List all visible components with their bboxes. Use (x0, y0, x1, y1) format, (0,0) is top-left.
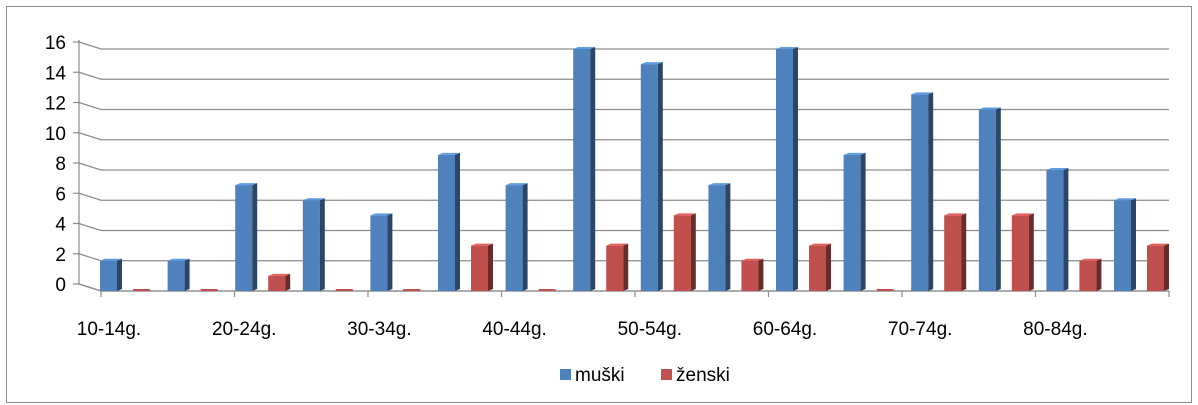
bar-muski (505, 183, 528, 291)
gridline (78, 41, 1169, 50)
y-tick-labels: 0 2 4 6 8 10 12 14 16 (45, 33, 67, 296)
bar-zenski (335, 289, 353, 291)
x-tick-label: 80-84g. (1023, 319, 1087, 340)
bar-zenski (1079, 258, 1102, 291)
gridline (78, 162, 1169, 171)
y-tick-label: 10 (45, 124, 66, 145)
y-tick-label: 14 (45, 63, 67, 84)
bar-zenski (944, 213, 967, 291)
y-tick-label: 2 (55, 245, 66, 266)
bar-zenski (268, 273, 291, 291)
bar-muski (573, 47, 596, 291)
x-tick-label: 10-14g. (77, 319, 141, 340)
bar-muski (911, 92, 934, 291)
gridline (78, 192, 1169, 201)
bar-zenski (606, 243, 629, 291)
x-tick-label: 20-24g. (212, 319, 276, 340)
bar-muski (302, 198, 325, 291)
bar-zenski (673, 213, 696, 291)
bar-muski (640, 62, 663, 291)
legend-swatch-muski (560, 369, 571, 380)
bar-muski (843, 152, 866, 291)
bar-zenski (133, 289, 150, 291)
bar-zenski (200, 289, 218, 291)
bar-muski (370, 213, 393, 291)
y-tick-label: 6 (55, 184, 66, 205)
y-tick-label: 12 (45, 94, 66, 115)
bar-zenski (538, 289, 556, 291)
y-tick-label: 16 (45, 33, 66, 54)
bar-zenski (471, 243, 493, 291)
legend-swatch-zenski (661, 369, 672, 380)
bar-muski (438, 152, 460, 291)
x-tick-label: 50-54g. (618, 319, 682, 340)
bar-zenski (809, 243, 831, 291)
bar-zenski (1011, 213, 1034, 291)
bar-muski (100, 258, 122, 291)
legend: muški ženski (560, 365, 730, 386)
bar-muski (978, 107, 1001, 291)
x-tick-label: 30-34g. (347, 319, 411, 340)
bars (100, 47, 1169, 291)
y-tick-label: 4 (55, 215, 66, 236)
x-tick-labels: 10-14g. 20-24g. 30-34g. 40-44g. 50-54g. 60-64… (77, 319, 1088, 340)
bar-zenski (876, 289, 894, 291)
x-tick-label: 40-44g. (482, 319, 546, 340)
gridline (78, 222, 1169, 232)
chart-frame (6, 6, 1192, 403)
bar-muski (167, 258, 190, 291)
y-tick-label: 0 (55, 275, 66, 296)
bar-zenski (1147, 243, 1169, 291)
bar-muski (1114, 198, 1136, 291)
bar-muski (776, 47, 798, 291)
gridline (78, 71, 1169, 80)
legend-label-zenski: ženski (676, 365, 730, 386)
bar-muski (235, 183, 258, 291)
x-tick-label: 70-74g. (888, 319, 952, 340)
bar-muski (1046, 168, 1069, 291)
bar-zenski (403, 289, 421, 291)
y-tick-label: 8 (55, 154, 66, 175)
bar-zenski (741, 258, 764, 291)
gridline (78, 101, 1169, 111)
x-tick-label: 60-64g. (753, 319, 817, 340)
gridline (78, 132, 1169, 141)
legend-label-muski: muški (575, 365, 625, 386)
bar-muski (708, 183, 731, 291)
